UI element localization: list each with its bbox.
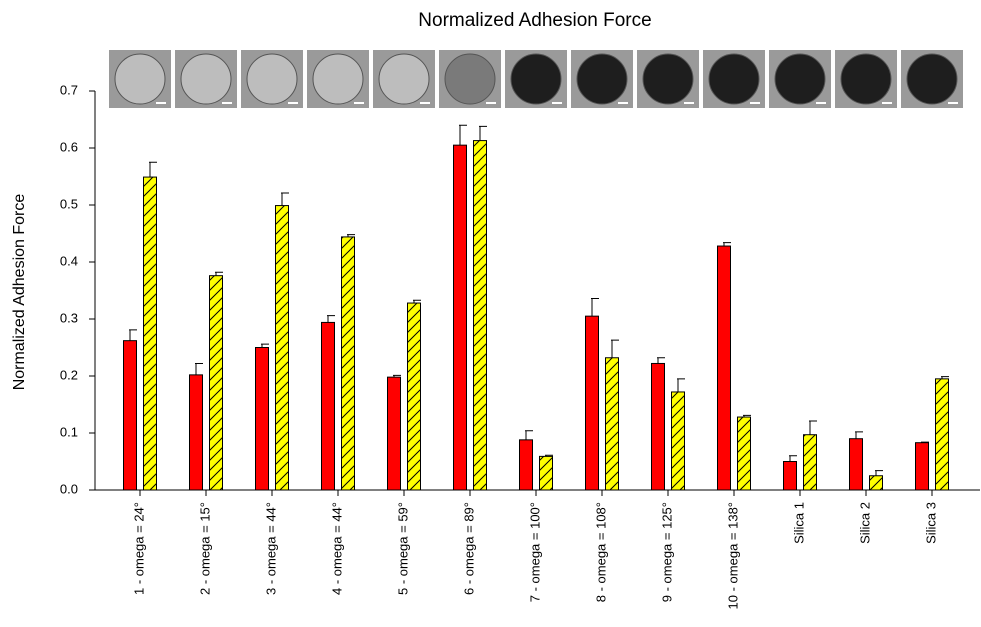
x-tick-label: 3 - omega = 44° xyxy=(263,502,278,595)
error-bar xyxy=(525,431,533,440)
x-tick-label: Silica 2 xyxy=(857,502,872,544)
thumbnail-disc xyxy=(775,54,825,104)
error-bar xyxy=(723,243,731,246)
bar xyxy=(606,358,619,490)
thumbnail-scale xyxy=(750,102,760,104)
error-bar xyxy=(261,344,269,347)
y-tick-label: 0.7 xyxy=(60,82,78,97)
bar xyxy=(916,443,929,490)
error-bar xyxy=(809,421,817,435)
y-axis-title: Normalized Adhesion Force xyxy=(11,194,28,391)
x-tick-label: 5 - omega = 59° xyxy=(395,502,410,595)
bar xyxy=(738,417,751,490)
error-bar xyxy=(129,330,137,341)
error-bar xyxy=(657,358,665,364)
error-bar xyxy=(611,340,619,358)
thumbnail-scale xyxy=(486,102,496,104)
error-bar xyxy=(875,471,883,476)
error-bar xyxy=(789,456,797,462)
bar xyxy=(718,246,731,490)
x-tick-label: Silica 1 xyxy=(791,502,806,544)
x-tick-label: 2 - omega = 15° xyxy=(197,502,212,595)
error-bar xyxy=(479,126,487,140)
chart: Normalized Adhesion Force Normalized Adh… xyxy=(0,0,981,627)
thumbnail-disc xyxy=(445,54,495,104)
thumbnail-disc xyxy=(247,54,297,104)
x-tick-label: 8 - omega = 108° xyxy=(593,502,608,602)
x-tick-label: 6 - omega = 89° xyxy=(461,502,476,595)
bar xyxy=(322,322,335,490)
bar xyxy=(520,440,533,490)
thumbnail-scale xyxy=(156,102,166,104)
x-tick-label: 4 - omega = 44° xyxy=(329,502,344,595)
bar xyxy=(784,462,797,491)
bar xyxy=(936,379,949,490)
thumbnail-disc xyxy=(643,54,693,104)
thumbnail-scale xyxy=(288,102,298,104)
thumbnail-scale xyxy=(684,102,694,104)
bar xyxy=(124,341,137,490)
y-tick-label: 0.4 xyxy=(60,253,78,268)
bar xyxy=(540,456,553,490)
error-bar xyxy=(459,125,467,145)
thumbnail-disc xyxy=(379,54,429,104)
y-tick-label: 0.6 xyxy=(60,139,78,154)
thumbnail-disc xyxy=(907,54,957,104)
thumbnail-scale xyxy=(354,102,364,104)
thumbnail-disc xyxy=(313,54,363,104)
bar xyxy=(256,348,269,491)
bar xyxy=(454,145,467,490)
y-tick-label: 0.0 xyxy=(60,481,78,496)
bar xyxy=(672,392,685,490)
error-bar xyxy=(327,316,335,323)
x-tick-label: 10 - omega = 138° xyxy=(725,502,740,609)
thumbnail-scale xyxy=(948,102,958,104)
thumbnail-scale xyxy=(552,102,562,104)
thumbnail-disc xyxy=(115,54,165,104)
bar xyxy=(144,177,157,490)
error-bar xyxy=(677,379,685,392)
bar xyxy=(408,303,421,490)
y-tick-label: 0.2 xyxy=(60,367,78,382)
thumbnail-disc xyxy=(841,54,891,104)
bar xyxy=(388,377,401,490)
error-bar xyxy=(195,363,203,374)
x-tick-label: 7 - omega = 100° xyxy=(527,502,542,602)
x-tick-label: 1 - omega = 24° xyxy=(131,502,146,595)
bar xyxy=(652,363,665,490)
thumbnail-scale xyxy=(222,102,232,104)
bar xyxy=(870,476,883,490)
thumbnail-disc xyxy=(511,54,561,104)
error-bar xyxy=(149,162,157,177)
bar xyxy=(586,316,599,490)
error-bar xyxy=(591,298,599,316)
bar xyxy=(850,439,863,490)
y-tick-label: 0.5 xyxy=(60,196,78,211)
error-bar xyxy=(855,432,863,439)
thumbnail-disc xyxy=(181,54,231,104)
thumbnail-disc xyxy=(577,54,627,104)
bar xyxy=(210,276,223,490)
bar xyxy=(190,375,203,490)
chart-title: Normalized Adhesion Force xyxy=(418,10,651,31)
bar xyxy=(342,237,355,490)
bar xyxy=(276,206,289,490)
x-tick-label: 9 - omega = 125° xyxy=(659,502,674,602)
error-bar xyxy=(281,193,289,206)
bar xyxy=(804,435,817,490)
y-tick-label: 0.1 xyxy=(60,424,78,439)
thumbnail-scale xyxy=(816,102,826,104)
x-tick-label: Silica 3 xyxy=(923,502,938,544)
thumbnail-scale xyxy=(420,102,430,104)
thumbnail-scale xyxy=(882,102,892,104)
bar xyxy=(474,141,487,490)
y-tick-label: 0.3 xyxy=(60,310,78,325)
error-bar xyxy=(215,272,223,275)
thumbnail-scale xyxy=(618,102,628,104)
thumbnail-disc xyxy=(709,54,759,104)
